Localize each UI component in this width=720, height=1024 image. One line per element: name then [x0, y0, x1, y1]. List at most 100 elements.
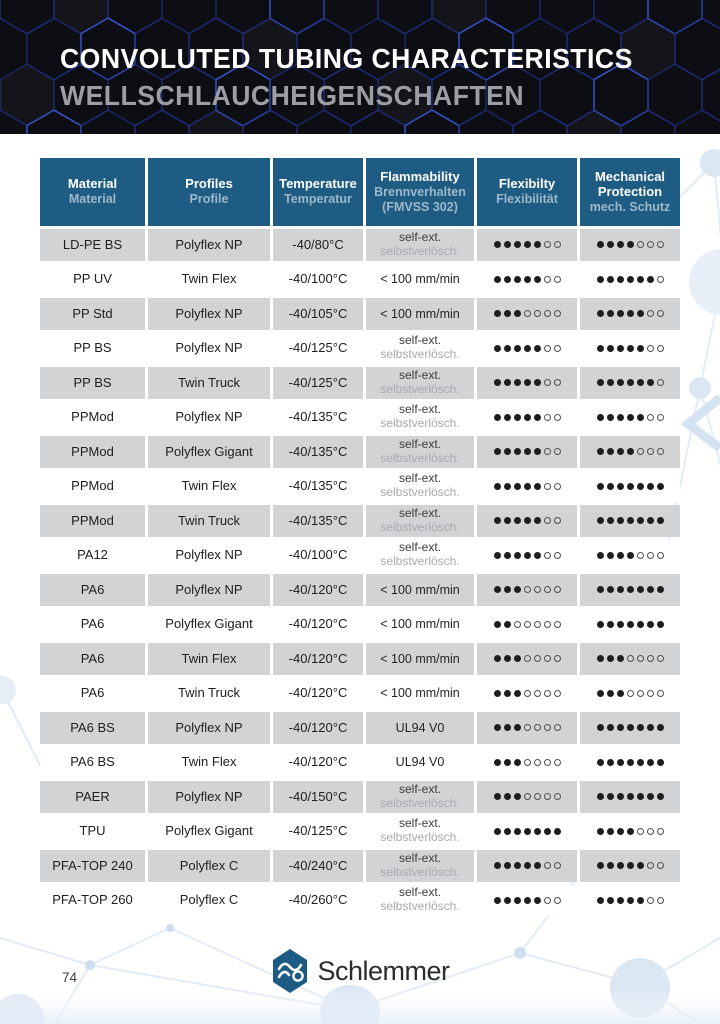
flammability-cell: self-ext. selbstverlösch.	[366, 436, 477, 468]
material-cell: PFA-TOP 240	[40, 850, 148, 882]
rating-dot-filled	[596, 241, 604, 249]
rating-dot-filled	[656, 517, 664, 525]
rating-dot-filled	[503, 517, 511, 525]
rating-dot-empty	[523, 586, 531, 594]
rating-dot-filled	[636, 517, 644, 525]
header-material-en: Material	[67, 176, 118, 192]
rating-dot-empty	[543, 689, 551, 697]
rating-dot-filled	[636, 724, 644, 732]
rating-dot-filled	[646, 758, 654, 766]
rating-dot-empty	[543, 724, 551, 732]
flammability-cell: < 100 mm/min	[366, 263, 477, 295]
profile-cell: Polyflex Gigant	[148, 815, 273, 847]
rating-dot-empty	[656, 655, 664, 663]
rating-dot-empty	[533, 620, 541, 628]
temperature-cell: -40/120°C	[273, 643, 366, 675]
flammability-value: < 100 mm/min	[380, 272, 460, 287]
protection-rating	[580, 401, 680, 433]
rating-dot-filled	[616, 655, 624, 663]
protection-rating	[580, 298, 680, 330]
table-row: PP BS Polyflex NP -40/125°C self-ext. se…	[40, 332, 680, 364]
rating-dot-filled	[493, 655, 501, 663]
profile-cell: Polyflex NP	[148, 229, 273, 261]
flammability-cell: self-ext. selbstverlösch.	[366, 470, 477, 502]
rating-dot-filled	[503, 862, 511, 870]
material-cell: PA6 BS	[40, 746, 148, 778]
rating-dot-filled	[616, 379, 624, 387]
header-temperature-de: Temperatur	[284, 192, 352, 207]
profile-cell: Polyflex NP	[148, 298, 273, 330]
temperature-cell: -40/135°C	[273, 436, 366, 468]
rating-dot-filled	[646, 793, 654, 801]
header-material: Material Material	[40, 158, 148, 226]
flammability-value-de: selbstverlösch.	[380, 554, 460, 569]
flammability-cell: self-ext. selbstverlösch.	[366, 884, 477, 916]
rating-dot-filled	[533, 379, 541, 387]
protection-rating	[580, 850, 680, 882]
flammability-cell: < 100 mm/min	[366, 574, 477, 606]
rating-dot-filled	[533, 517, 541, 525]
table-row: PA6 BS Twin Flex -40/120°C UL94 V0	[40, 746, 680, 778]
page-number: 74	[62, 970, 78, 985]
rating-dot-empty	[533, 758, 541, 766]
rating-dot-empty	[646, 551, 654, 559]
flammability-value: self-ext.	[398, 229, 441, 244]
flexibility-rating	[477, 643, 580, 675]
flammability-value: self-ext.	[398, 781, 441, 796]
profile-cell: Polyflex Gigant	[148, 436, 273, 468]
rating-dot-filled	[513, 827, 521, 835]
material-cell: PP BS	[40, 367, 148, 399]
profile-cell: Twin Flex	[148, 470, 273, 502]
temperature-cell: -40/135°C	[273, 401, 366, 433]
table-row: PP BS Twin Truck -40/125°C self-ext. sel…	[40, 367, 680, 399]
protection-rating	[580, 332, 680, 364]
rating-dot-filled	[503, 896, 511, 904]
rating-dot-filled	[523, 517, 531, 525]
profile-cell: Polyflex NP	[148, 712, 273, 744]
protection-rating	[580, 367, 680, 399]
material-cell: PPMod	[40, 401, 148, 433]
rating-dot-filled	[616, 517, 624, 525]
temperature-cell: -40/80°C	[273, 229, 366, 261]
temperature-cell: -40/120°C	[273, 712, 366, 744]
rating-dot-filled	[596, 517, 604, 525]
rating-dot-filled	[636, 896, 644, 904]
rating-dot-filled	[616, 758, 624, 766]
rating-dot-filled	[606, 482, 614, 490]
flammability-cell: self-ext. selbstverlösch.	[366, 815, 477, 847]
rating-dot-filled	[596, 689, 604, 697]
material-cell: PP UV	[40, 263, 148, 295]
flexibility-rating	[477, 539, 580, 571]
profile-cell: Polyflex C	[148, 850, 273, 882]
rating-dot-filled	[596, 758, 604, 766]
rating-dot-filled	[656, 724, 664, 732]
rating-dot-empty	[636, 448, 644, 456]
rating-dot-empty	[553, 482, 561, 490]
rating-dot-filled	[493, 310, 501, 318]
header-flexibility-de: Flexibilität	[496, 192, 558, 207]
rating-dot-empty	[626, 689, 634, 697]
rating-dot-filled	[656, 586, 664, 594]
rating-dot-empty	[553, 310, 561, 318]
rating-dot-filled	[513, 310, 521, 318]
rating-dot-filled	[503, 275, 511, 283]
rating-dot-empty	[543, 275, 551, 283]
flammability-value: UL94 V0	[395, 720, 445, 735]
page-title: CONVOLUTED TUBING CHARACTERISTICS	[60, 43, 633, 74]
protection-rating	[580, 229, 680, 261]
rating-dot-empty	[523, 310, 531, 318]
rating-dot-empty	[656, 241, 664, 249]
rating-dot-empty	[553, 586, 561, 594]
rating-dot-empty	[626, 655, 634, 663]
rating-dot-empty	[543, 862, 551, 870]
flexibility-rating	[477, 677, 580, 709]
flexibility-rating	[477, 263, 580, 295]
flammability-value: self-ext.	[398, 333, 441, 348]
protection-rating	[580, 539, 680, 571]
temperature-cell: -40/125°C	[273, 815, 366, 847]
profile-cell: Twin Flex	[148, 643, 273, 675]
rating-dot-filled	[493, 793, 501, 801]
rating-dot-empty	[523, 689, 531, 697]
rating-dot-empty	[553, 517, 561, 525]
